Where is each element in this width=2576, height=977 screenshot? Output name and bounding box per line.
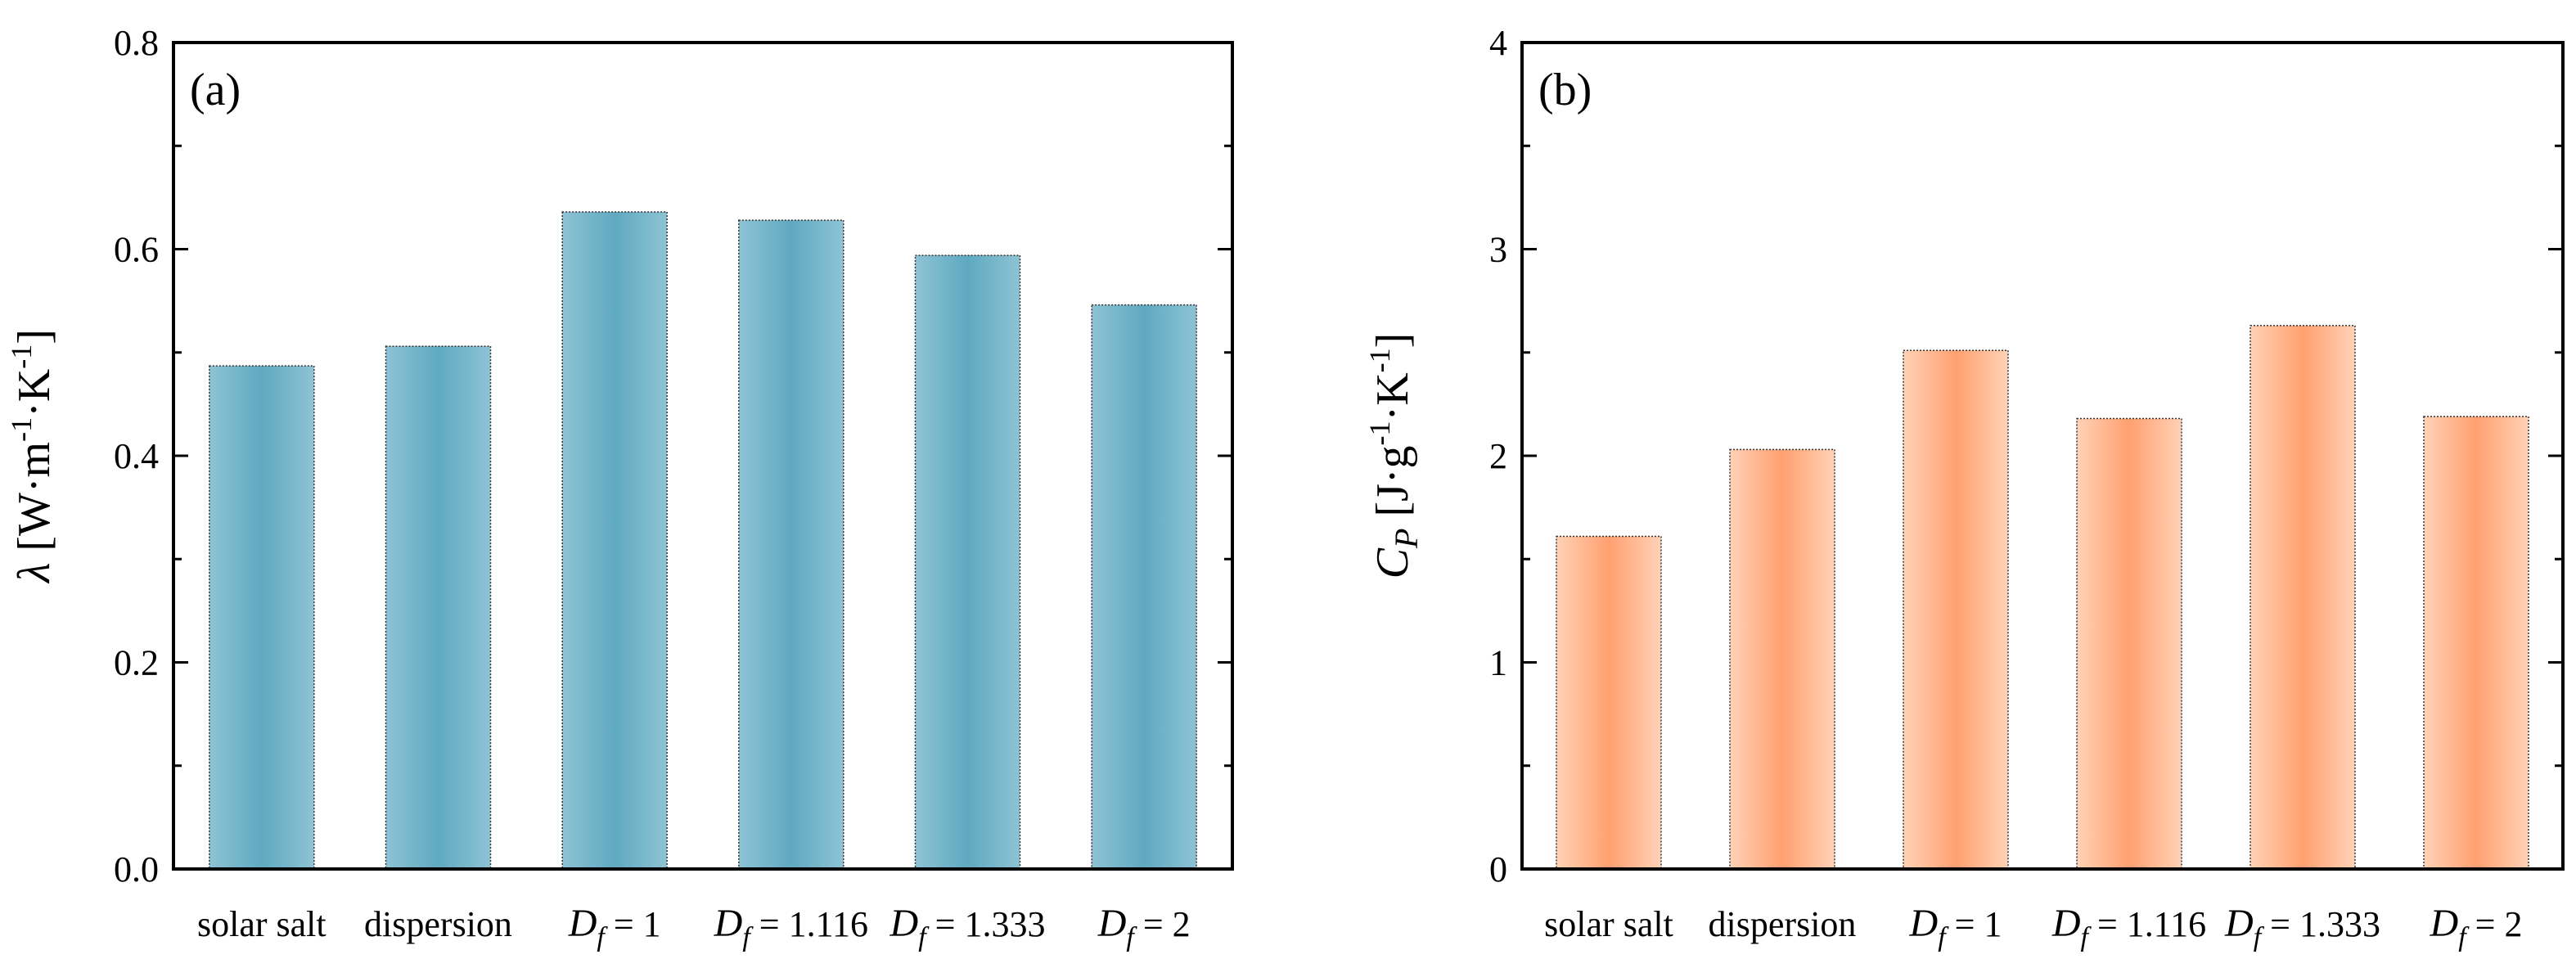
category-label-2: Df = 1 (568, 902, 661, 952)
ytick-label-0: 0.0 (114, 849, 159, 889)
ytick-label-2: 2 (1489, 436, 1507, 476)
bar-1 (1729, 448, 1835, 870)
category-label-3: Df = 1.116 (714, 902, 868, 952)
ytick-label-4: 4 (1489, 23, 1507, 63)
category-label-1: dispersion (1709, 904, 1857, 944)
chart-panel-a: solar salt dispersion Df = 1 Df = 1.116 Df =… (5, 23, 1234, 952)
category-label-3: Df = 1.116 (2051, 902, 2206, 952)
plot-frame (172, 41, 1234, 871)
bar-0 (209, 365, 315, 870)
y-axis-title: λ [W·m-1·K-1] (5, 329, 60, 584)
y-axis-title: CP [J·g-1·K-1] (1363, 333, 1425, 579)
category-label-2: Df = 1 (1909, 902, 2002, 952)
ytick-label-4: 0.8 (114, 23, 159, 63)
plot-frame (1520, 41, 2565, 871)
bar-2 (561, 211, 668, 870)
bar-1 (385, 345, 492, 870)
category-label-4: Df = 1.333 (2224, 902, 2380, 952)
category-label-0: solar salt (197, 904, 327, 944)
ytick-label-0: 0 (1489, 849, 1507, 889)
bar-2 (1903, 349, 2009, 870)
bar-5 (2423, 416, 2529, 870)
ytick-label-2: 0.4 (114, 436, 159, 476)
chart-panel-b: solar salt dispersion Df = 1 Df = 1.116 Df =… (1363, 23, 2565, 952)
ytick-label-1: 0.2 (114, 643, 159, 683)
panel-label: (a) (190, 65, 241, 115)
bar-5 (1091, 304, 1197, 870)
bar-4 (914, 254, 1021, 870)
panel-label: (b) (1538, 65, 1592, 115)
ytick-label-3: 0.6 (114, 230, 159, 270)
category-label-4: Df = 1.333 (889, 902, 1046, 952)
ytick-label-1: 1 (1489, 643, 1507, 683)
ytick-label-3: 3 (1489, 230, 1507, 270)
category-label-1: dispersion (364, 904, 512, 944)
bar-0 (1556, 535, 1662, 870)
bar-3 (2076, 417, 2182, 870)
category-label-5: Df = 2 (1097, 902, 1191, 952)
bar-4 (2249, 325, 2356, 870)
bar-3 (738, 219, 844, 870)
category-label-5: Df = 2 (2430, 902, 2523, 952)
category-label-0: solar salt (1544, 904, 1673, 944)
